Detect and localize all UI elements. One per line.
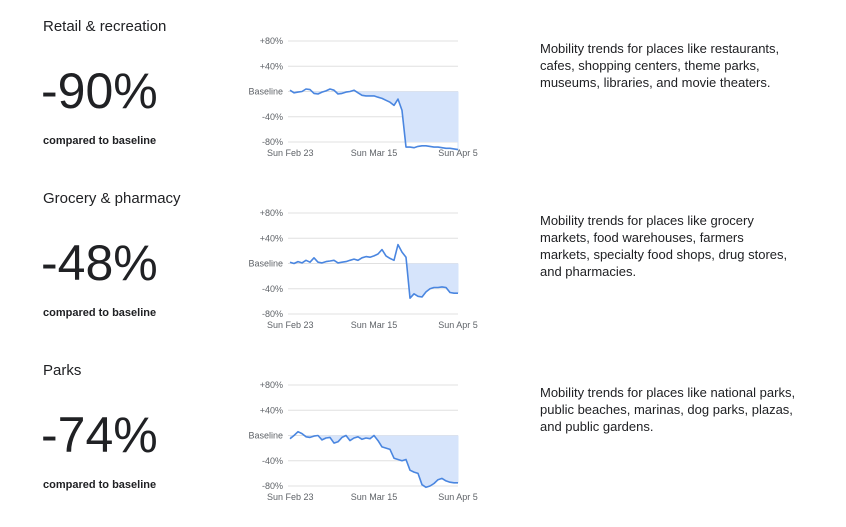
x-tick-label: Sun Feb 23 bbox=[267, 148, 314, 158]
x-tick-label: Sun Feb 23 bbox=[267, 320, 314, 330]
y-tick-label: -80% bbox=[262, 137, 283, 147]
description-line: markets, specialty food shops, drug stor… bbox=[540, 247, 787, 262]
trend-line bbox=[289, 430, 458, 489]
y-tick-label: +40% bbox=[260, 233, 283, 243]
x-tick-label: Sun Feb 23 bbox=[267, 492, 314, 502]
section-title: Retail & recreation bbox=[43, 18, 166, 35]
x-tick-label: Sun Apr 5 bbox=[438, 492, 478, 502]
description-line: and pharmacies. bbox=[540, 264, 636, 279]
description-line: and public gardens. bbox=[540, 419, 653, 434]
description-line: Mobility trends for places like grocery bbox=[540, 213, 754, 228]
description-line: public beaches, marinas, dog parks, plaz… bbox=[540, 402, 793, 417]
y-tick-label: +80% bbox=[260, 380, 283, 390]
y-tick-label: +80% bbox=[260, 208, 283, 218]
percent-change: -48% bbox=[41, 235, 158, 291]
y-tick-label: -40% bbox=[262, 112, 283, 122]
section-title: Parks bbox=[43, 362, 81, 379]
area bbox=[290, 435, 458, 486]
y-tick-label: Baseline bbox=[248, 87, 283, 97]
y-tick-label: +40% bbox=[260, 61, 283, 71]
y-tick-label: -40% bbox=[262, 456, 283, 466]
y-tick-label: Baseline bbox=[248, 259, 283, 269]
area bbox=[290, 91, 458, 142]
y-tick-label: +80% bbox=[260, 36, 283, 46]
percent-change: -74% bbox=[41, 407, 158, 463]
description-line: cafes, shopping centers, theme parks, bbox=[540, 58, 760, 73]
x-tick-label: Sun Mar 15 bbox=[351, 148, 398, 158]
y-tick-label: -40% bbox=[262, 284, 283, 294]
y-tick-label: +40% bbox=[260, 405, 283, 415]
y-tick-label: Baseline bbox=[248, 431, 283, 441]
x-tick-label: Sun Apr 5 bbox=[438, 148, 478, 158]
area bbox=[290, 263, 458, 299]
x-tick-label: Sun Mar 15 bbox=[351, 320, 398, 330]
description-line: museums, libraries, and movie theaters. bbox=[540, 75, 770, 90]
x-tick-label: Sun Apr 5 bbox=[438, 320, 478, 330]
description-line: Mobility trends for places like national… bbox=[540, 385, 795, 400]
x-tick-label: Sun Mar 15 bbox=[351, 492, 398, 502]
description-line: Mobility trends for places like restaura… bbox=[540, 41, 779, 56]
trend-line bbox=[289, 243, 458, 299]
section-title: Grocery & pharmacy bbox=[43, 190, 181, 207]
caption: compared to baseline bbox=[43, 307, 156, 319]
percent-change: -90% bbox=[41, 63, 158, 119]
y-tick-label: -80% bbox=[262, 309, 283, 319]
trend-line bbox=[289, 88, 459, 151]
description-line: markets, food warehouses, farmers bbox=[540, 230, 744, 245]
y-tick-label: -80% bbox=[262, 481, 283, 491]
caption: compared to baseline bbox=[43, 479, 156, 491]
caption: compared to baseline bbox=[43, 135, 156, 147]
